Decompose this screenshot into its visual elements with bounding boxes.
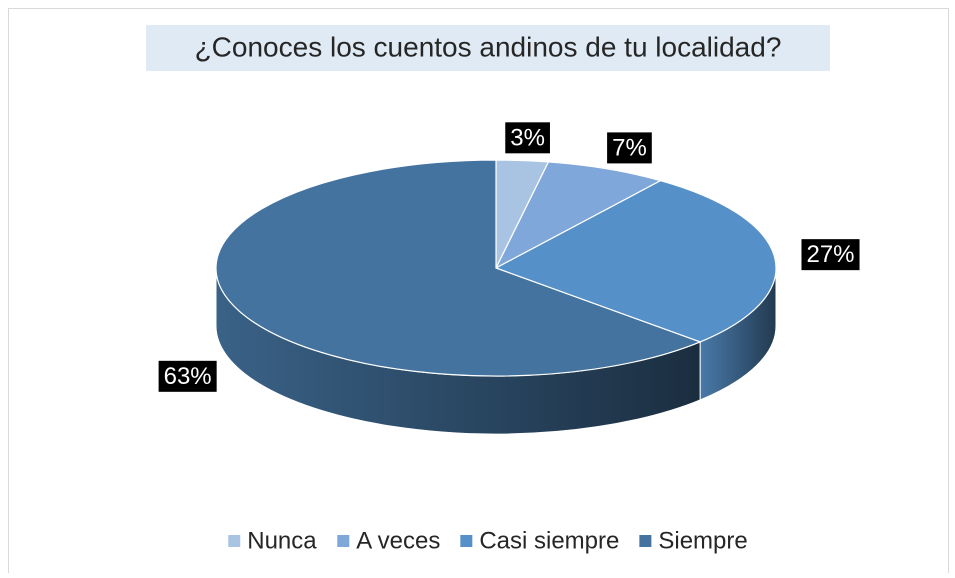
data-label-box xyxy=(505,122,550,154)
data-label: 3% xyxy=(510,124,545,151)
chart-title: ¿Conoces los cuentos andinos de tu local… xyxy=(195,31,782,62)
title-box xyxy=(146,25,830,71)
legend-swatch xyxy=(337,535,350,547)
data-label-box xyxy=(801,239,860,271)
slice xyxy=(494,179,777,343)
legend-label: Nunca xyxy=(247,527,317,554)
legend-label: Casi siempre xyxy=(479,527,619,554)
legend-label: Siempre xyxy=(658,527,747,554)
legend-label: A veces xyxy=(356,527,440,554)
slice xyxy=(215,159,702,377)
legend-swatch xyxy=(460,535,473,547)
legend-swatch xyxy=(639,535,652,547)
chart-frame xyxy=(8,8,949,578)
slice xyxy=(494,161,663,270)
data-label: 27% xyxy=(806,241,854,268)
data-label: 7% xyxy=(612,134,647,161)
legend-item: Nunca xyxy=(228,527,317,554)
data-label: 63% xyxy=(164,363,212,390)
legend-item: Casi siempre xyxy=(460,527,619,554)
legend-item: A veces xyxy=(337,527,440,554)
legend-swatch xyxy=(228,535,241,547)
data-label-box xyxy=(158,360,217,392)
legend-item: Siempre xyxy=(639,527,748,554)
data-label-box xyxy=(607,132,652,164)
